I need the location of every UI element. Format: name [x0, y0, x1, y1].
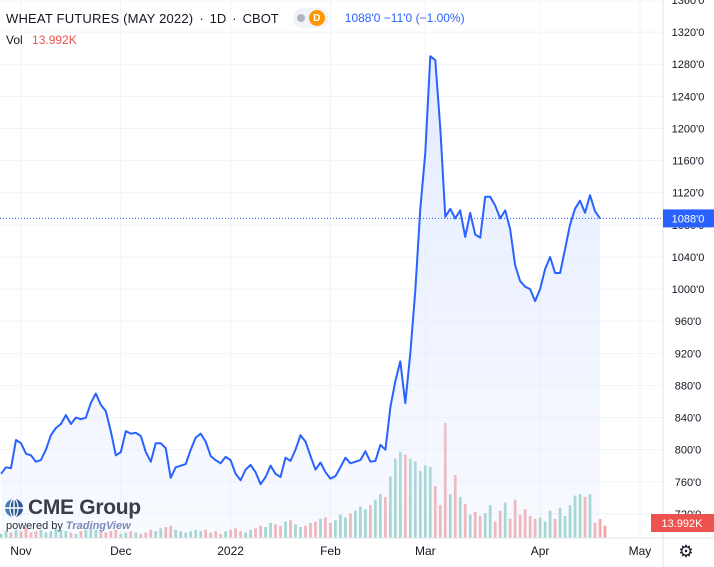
- price-tags: 1088'0 13.992K: [0, 209, 714, 532]
- delayed-badge-icon: D: [308, 10, 325, 26]
- x-tick-label: Nov: [10, 544, 31, 558]
- volume-tag: [651, 514, 714, 532]
- y-tick-label: 1360'0: [672, 0, 705, 7]
- interval-label[interactable]: 1D: [209, 10, 227, 26]
- volume-tag-label: 13.992K: [662, 518, 704, 530]
- powered-by: powered by TradingView: [6, 520, 131, 532]
- x-tick-label: Dec: [110, 544, 131, 558]
- cme-logo: CME Group: [4, 496, 141, 520]
- volume-bar: [603, 525, 607, 538]
- price-series-line: [0, 55, 601, 486]
- volume-label[interactable]: Vol: [6, 33, 23, 47]
- last-price-tag-label: 1088'0: [672, 213, 705, 225]
- y-tick-label: 800'0: [675, 445, 702, 457]
- y-tick-label: 960'0: [675, 316, 702, 328]
- y-tick-label: 1160'0: [672, 156, 704, 168]
- y-tick-label: 920'0: [675, 348, 702, 360]
- volume-value: 13.992K: [32, 33, 77, 47]
- chart-header: WHEAT FUTURES (MAY 2022) · 1D · CBOT D 1…: [6, 8, 465, 28]
- y-tick-label: 880'0: [675, 380, 702, 392]
- y-tick-label: 1320'0: [672, 27, 705, 39]
- x-tick-label: Apr: [531, 544, 550, 558]
- symbol-title[interactable]: WHEAT FUTURES (MAY 2022): [6, 10, 194, 26]
- separator: ·: [232, 10, 237, 26]
- y-tick-label: 1120'0: [672, 188, 704, 200]
- cme-globe-icon: [5, 498, 23, 518]
- y-tick-label: 1280'0: [672, 59, 705, 71]
- y-tick-label: 1240'0: [672, 91, 705, 103]
- last-price-tag: [663, 209, 714, 228]
- x-tick-label: Mar: [415, 544, 436, 558]
- price-area-fill: [1, 56, 600, 538]
- y-tick-label: 840'0: [675, 413, 702, 425]
- powered-by-label: powered by: [6, 520, 63, 532]
- separator: ·: [199, 10, 204, 26]
- y-tick-label: 760'0: [675, 477, 702, 489]
- price-area: [1, 56, 600, 538]
- x-tick-label: May: [629, 544, 652, 558]
- gear-icon[interactable]: ⚙: [678, 542, 694, 561]
- quote-readout: 1088'0 −11'0 (−1.00%): [345, 11, 465, 25]
- y-tick-label: 1200'0: [672, 123, 705, 135]
- status-dot-icon: [296, 14, 305, 22]
- tradingview-logo[interactable]: TradingView: [65, 520, 131, 532]
- exchange-label: CBOT: [242, 10, 279, 26]
- cme-logo-text: CME Group: [28, 496, 141, 519]
- last-price: 1088'0: [344, 11, 381, 25]
- x-tick-label: Feb: [320, 544, 341, 558]
- y-tick-label: 1040'0: [672, 252, 705, 264]
- data-status-badge[interactable]: D: [292, 8, 329, 28]
- price-line: [0, 55, 601, 486]
- price-change: −11'0: [383, 11, 413, 25]
- volume-legend: Vol 13.992K: [6, 33, 77, 47]
- y-tick-label: 1000'0: [672, 284, 705, 296]
- price-change-percent: (−1.00%): [415, 11, 465, 25]
- x-tick-label: 2022: [217, 544, 244, 558]
